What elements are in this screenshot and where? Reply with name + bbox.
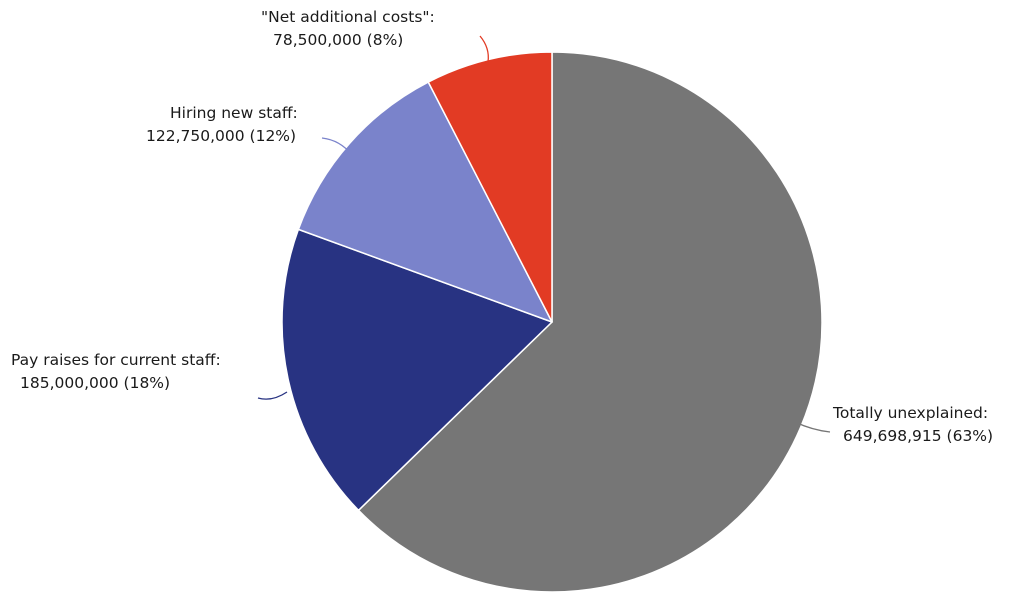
leader-line-net-additional-costs	[479, 35, 489, 63]
pie-slice-pay-raises	[281, 228, 553, 512]
slice-label-value: 185,000,000 (18%)	[20, 374, 170, 392]
pie-slice-totally-unexplained	[357, 51, 823, 593]
pie-slices	[281, 51, 823, 593]
slice-label-value: 122,750,000 (12%)	[146, 127, 296, 145]
slice-label-pay-raises: Pay raises for current staff: 185,000,00…	[11, 351, 221, 392]
slice-label-name: Totally unexplained:	[832, 404, 988, 422]
slice-label-name: "Net additional costs":	[261, 8, 435, 26]
slice-label-name: Hiring new staff:	[170, 104, 298, 122]
leader-line-hiring-new-staff	[321, 137, 353, 156]
leader-line-pay-raises	[257, 391, 288, 400]
slice-label-value: 78,500,000 (8%)	[273, 31, 403, 49]
leader-lines	[257, 35, 831, 433]
slice-label-totally-unexplained: Totally unexplained: 649,698,915 (63%)	[832, 404, 993, 445]
slice-label-net-additional-costs: "Net additional costs": 78,500,000 (8%)	[261, 8, 435, 49]
leader-line-totally-unexplained	[794, 421, 831, 433]
slice-label-hiring-new-staff: Hiring new staff: 122,750,000 (12%)	[146, 104, 298, 145]
slice-label-value: 649,698,915 (63%)	[843, 427, 993, 445]
pie-slice-hiring-new-staff	[297, 81, 553, 323]
slice-label-name: Pay raises for current staff:	[11, 351, 221, 369]
